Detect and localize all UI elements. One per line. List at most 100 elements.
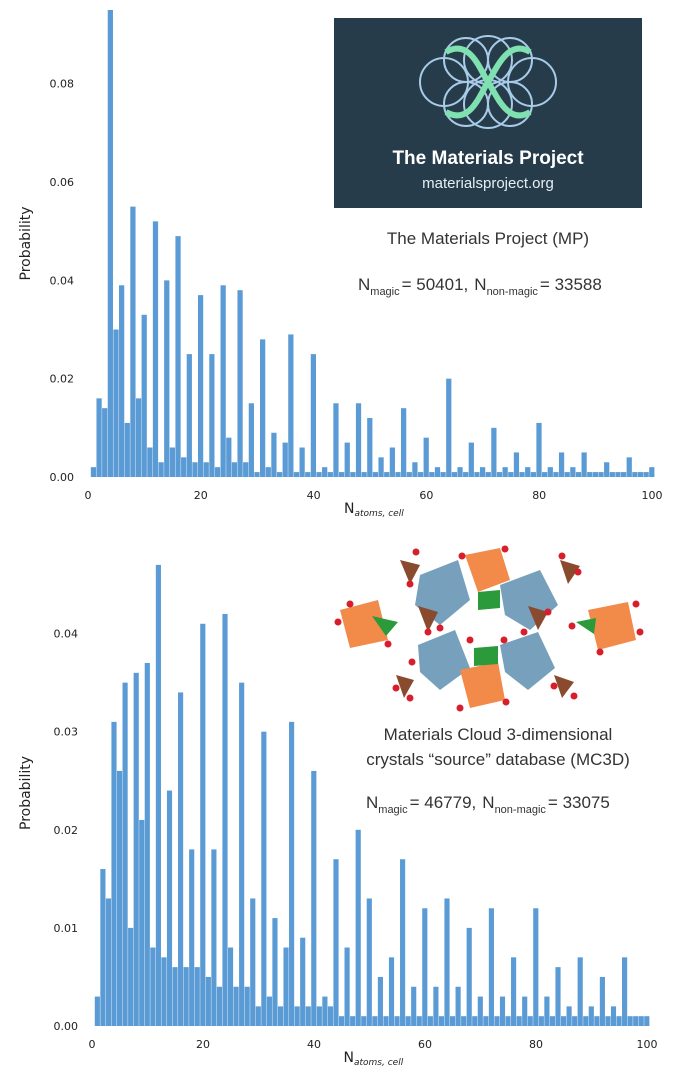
mp-bar xyxy=(378,457,384,477)
mp-y-tick-label: 0.02 xyxy=(50,373,75,386)
mp-bar xyxy=(604,462,610,477)
mp-bar xyxy=(282,442,288,477)
mp-bar xyxy=(637,472,644,477)
mp-bar xyxy=(649,467,655,477)
mp-nonmagic-sub: non-magic xyxy=(487,286,539,298)
mc3d-nonmagic-label: N xyxy=(482,793,494,812)
mc3d-bar xyxy=(222,613,228,1026)
mp-bar xyxy=(350,472,356,477)
mp-bar xyxy=(491,427,497,477)
crystal-structure-image xyxy=(334,545,644,712)
mp-bar xyxy=(643,472,649,477)
mp-bar xyxy=(620,472,627,477)
mp-bar xyxy=(276,472,283,477)
mp-x-tick-label: 20 xyxy=(194,489,208,502)
mp-y-tick-label: 0.06 xyxy=(50,176,75,189)
mc3d-bar xyxy=(405,1016,411,1026)
mp-bar xyxy=(581,452,587,477)
mc3d-bar xyxy=(438,1016,445,1026)
mp-bar xyxy=(107,10,113,477)
mc3d-bar xyxy=(400,859,406,1026)
mp-bar xyxy=(429,472,435,477)
mc3d-counts: Nmagic = 46779, Nnon-magic = 33075 xyxy=(366,793,610,816)
mc3d-bar xyxy=(372,1016,378,1026)
mp-nonmagic-value: = 33588 xyxy=(540,275,602,294)
mc3d-bar xyxy=(233,986,239,1026)
mp-bar xyxy=(384,472,390,477)
mc3d-bar xyxy=(111,721,117,1026)
mc3d-bar xyxy=(172,967,178,1026)
mp-bar xyxy=(333,403,339,477)
mc3d-bar xyxy=(150,947,156,1026)
mp-bar xyxy=(389,447,395,477)
mp-bar xyxy=(412,462,418,477)
mp-bar xyxy=(626,457,632,477)
mp-bar xyxy=(372,472,379,477)
mp-bar xyxy=(237,290,243,477)
mp-bar xyxy=(474,472,480,477)
mc3d-bar xyxy=(239,682,245,1026)
mc3d-bar xyxy=(289,721,295,1026)
mp-bar xyxy=(440,472,446,477)
mp-bar xyxy=(186,354,192,477)
mc3d-bar xyxy=(416,1016,422,1026)
mp-bar xyxy=(181,457,187,477)
mc3d-bar xyxy=(227,947,234,1026)
mc3d-bar xyxy=(294,1006,300,1026)
mc3d-bar xyxy=(627,1016,633,1026)
mc3d-bar xyxy=(610,1006,617,1026)
mc3d-title-line1: Materials Cloud 3-dimensional xyxy=(384,725,613,744)
mp-bar xyxy=(536,422,542,477)
mc3d-y-tick-label: 0.04 xyxy=(54,628,79,641)
mc3d-bar xyxy=(344,947,350,1026)
mc3d-bar xyxy=(483,1016,489,1026)
mc3d-title-line2: crystals “source” database (MC3D) xyxy=(366,750,630,769)
mc3d-bar xyxy=(305,1006,311,1026)
mc3d-bar xyxy=(116,770,123,1026)
mc3d-bar xyxy=(644,1016,650,1026)
mp-bar xyxy=(192,462,198,477)
mp-bar xyxy=(214,467,221,477)
mp-bar xyxy=(310,354,317,477)
mc3d-nonmagic-value: = 33075 xyxy=(548,793,610,812)
mp-title: The Materials Project (MP) xyxy=(387,229,589,248)
mp-y-tick-label: 0.00 xyxy=(50,471,75,484)
mp-bar xyxy=(271,432,277,477)
mc3d-bar xyxy=(105,898,112,1026)
mc3d-bar xyxy=(183,967,189,1026)
mp-bar xyxy=(316,472,322,477)
mc3d-bar xyxy=(588,1006,594,1026)
mp-bar xyxy=(203,462,209,477)
mp-bar xyxy=(124,422,130,477)
mp-counts-text: Nmagic = 50401, Nnon-magic = 33588 xyxy=(358,275,602,298)
mp-bar xyxy=(175,236,181,477)
mp-bar xyxy=(395,472,401,477)
mp-bar xyxy=(451,472,458,477)
mc3d-y-tick-label: 0.02 xyxy=(54,824,79,837)
mc3d-magic-label: N xyxy=(366,793,378,812)
mp-bar xyxy=(248,403,254,477)
mc3d-bar xyxy=(272,918,278,1026)
mp-bar xyxy=(457,467,463,477)
mp-bar xyxy=(141,314,147,477)
mc3d-bar xyxy=(466,927,472,1026)
mc3d-bar xyxy=(122,682,128,1026)
mc3d-nonmagic-sub: non-magic xyxy=(495,804,547,816)
mp-bar xyxy=(135,398,142,477)
mc3d-bar xyxy=(633,1016,639,1026)
mp-x-tick-label: 100 xyxy=(642,489,663,502)
mp-bar xyxy=(417,472,424,477)
mc3d-bar xyxy=(533,908,539,1026)
mc3d-y-tick-label: 0.01 xyxy=(54,922,79,935)
mp-bar xyxy=(592,472,599,477)
mc3d-bar xyxy=(522,996,528,1026)
mc3d-bar xyxy=(388,957,395,1026)
mp-bar xyxy=(102,408,108,477)
mc3d-bar xyxy=(316,1006,322,1026)
mp-bar xyxy=(463,472,469,477)
mc3d-bar xyxy=(411,986,417,1026)
mc3d-x-axis-label-sub: atoms, cell xyxy=(354,1058,404,1068)
mp-x-axis-label: Natoms, cell xyxy=(344,501,404,519)
mp-bar xyxy=(322,467,328,477)
